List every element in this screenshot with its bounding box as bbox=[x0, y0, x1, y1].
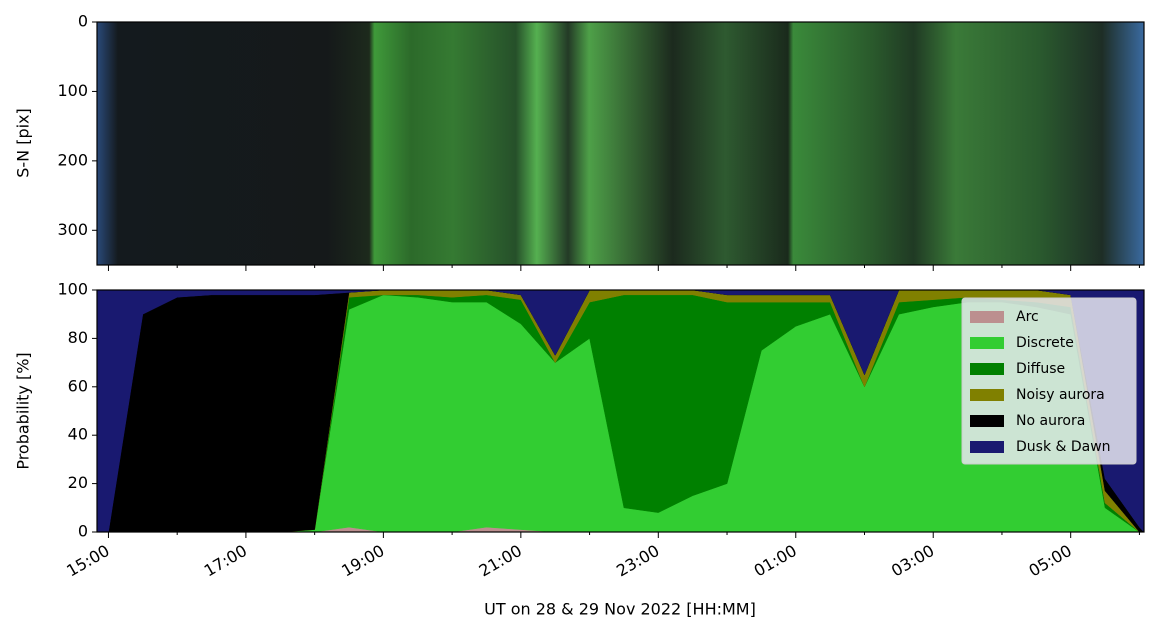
x-tick-label: 19:00 bbox=[338, 541, 387, 581]
y-tick-label: 100 bbox=[57, 81, 88, 100]
x-tick-label: 01:00 bbox=[751, 541, 800, 581]
legend-label: Discrete bbox=[1016, 335, 1074, 351]
x-tick-label: 05:00 bbox=[1026, 541, 1075, 581]
legend-swatch bbox=[970, 389, 1004, 401]
x-tick-label: 21:00 bbox=[476, 541, 525, 581]
top-y-label: S-N [pix] bbox=[14, 108, 33, 178]
top-frame bbox=[96, 21, 1145, 266]
legend-swatch bbox=[970, 441, 1004, 453]
y-tick-label: 0 bbox=[78, 522, 88, 541]
y-tick-label: 300 bbox=[57, 220, 88, 239]
x-tick-label: 15:00 bbox=[63, 541, 112, 581]
legend-swatch bbox=[970, 363, 1004, 375]
y-tick-label: 0 bbox=[78, 12, 88, 31]
bottom-frame bbox=[96, 289, 1145, 533]
legend-swatch bbox=[970, 311, 1004, 323]
x-tick-label: 17:00 bbox=[201, 541, 250, 581]
legend-label: Arc bbox=[1016, 309, 1039, 325]
y-tick-label: 80 bbox=[68, 328, 88, 347]
x-tick-label: 03:00 bbox=[888, 541, 937, 581]
x-label: UT on 28 & 29 Nov 2022 [HH:MM] bbox=[484, 600, 756, 619]
y-tick-label: 100 bbox=[57, 280, 88, 299]
legend-label: Diffuse bbox=[1016, 361, 1065, 377]
legend-label: Noisy aurora bbox=[1016, 387, 1105, 403]
legend-label: Dusk & Dawn bbox=[1016, 439, 1111, 455]
x-tick-label: 23:00 bbox=[613, 541, 662, 581]
y-label: Probability [%] bbox=[14, 352, 33, 469]
legend-label: No aurora bbox=[1016, 413, 1085, 429]
y-tick-label: 200 bbox=[57, 150, 88, 169]
keogram-image bbox=[97, 22, 1144, 265]
y-tick-label: 60 bbox=[68, 376, 88, 395]
legend-box bbox=[961, 297, 1137, 465]
y-tick-label: 40 bbox=[68, 425, 88, 444]
legend-swatch bbox=[970, 337, 1004, 349]
y-tick-label: 20 bbox=[68, 473, 88, 492]
legend-swatch bbox=[970, 415, 1004, 427]
